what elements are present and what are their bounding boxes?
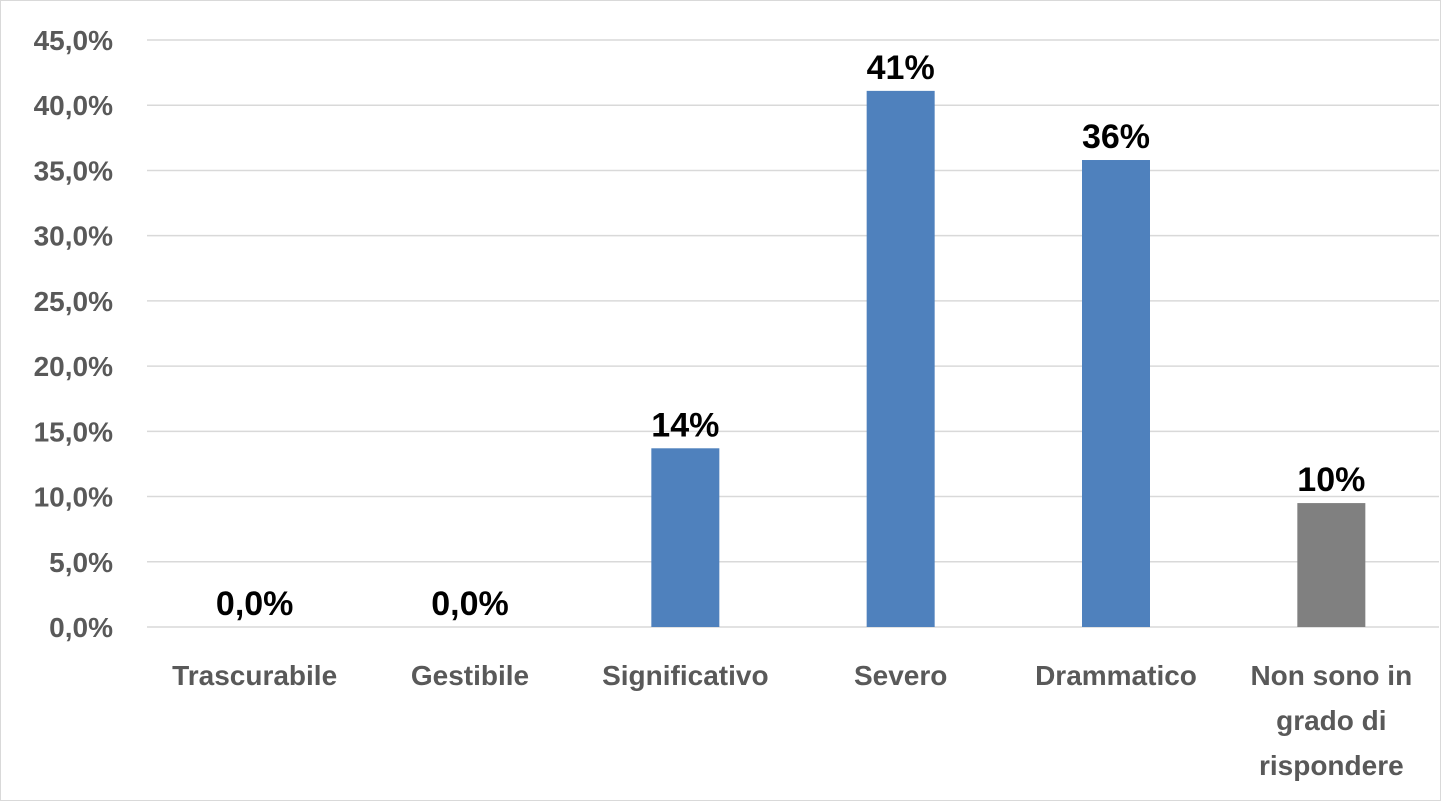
- y-tick-label: 45,0%: [34, 25, 113, 56]
- bar: [1082, 160, 1150, 627]
- bar: [1297, 503, 1366, 627]
- data-label: 0,0%: [216, 585, 294, 623]
- x-axis-categories: Trascurabile Gestibile Significativo Severo…: [172, 660, 1412, 781]
- y-tick-label: 5,0%: [49, 547, 113, 578]
- y-tick-label: 20,0%: [34, 351, 113, 382]
- x-category-label: grado di: [1276, 705, 1386, 736]
- y-tick-label: 30,0%: [34, 221, 113, 252]
- y-tick-label: 15,0%: [34, 416, 113, 447]
- y-tick-label: 25,0%: [34, 286, 113, 317]
- y-tick-label: 10,0%: [34, 482, 113, 513]
- y-tick-label: 40,0%: [34, 90, 113, 121]
- data-label: 0,0%: [431, 585, 509, 623]
- x-category-label: Trascurabile: [172, 660, 337, 691]
- data-label: 41%: [867, 49, 935, 87]
- bars: [651, 90, 1366, 627]
- x-category-label: Significativo: [602, 660, 768, 691]
- y-tick-label: 35,0%: [34, 155, 113, 186]
- x-category-label: Gestibile: [411, 660, 529, 691]
- x-category-label: Non sono in: [1250, 660, 1412, 691]
- data-label: 36%: [1082, 118, 1150, 156]
- x-category-label: Drammatico: [1035, 660, 1197, 691]
- y-axis-ticks: 0,0% 5,0% 10,0% 15,0% 20,0% 25,0% 30,0% 35,0% 40…: [34, 25, 114, 643]
- y-tick-label: 0,0%: [49, 612, 113, 643]
- data-labels: 0,0% 0,0% 14% 41% 36% 10%: [216, 49, 1365, 623]
- gridlines: [147, 39, 1439, 628]
- data-label: 10%: [1297, 461, 1365, 499]
- bar: [866, 90, 935, 627]
- x-category-label: rispondere: [1259, 750, 1404, 781]
- bar: [651, 448, 720, 627]
- x-category-label: Severo: [854, 660, 947, 691]
- data-label: 14%: [651, 406, 719, 444]
